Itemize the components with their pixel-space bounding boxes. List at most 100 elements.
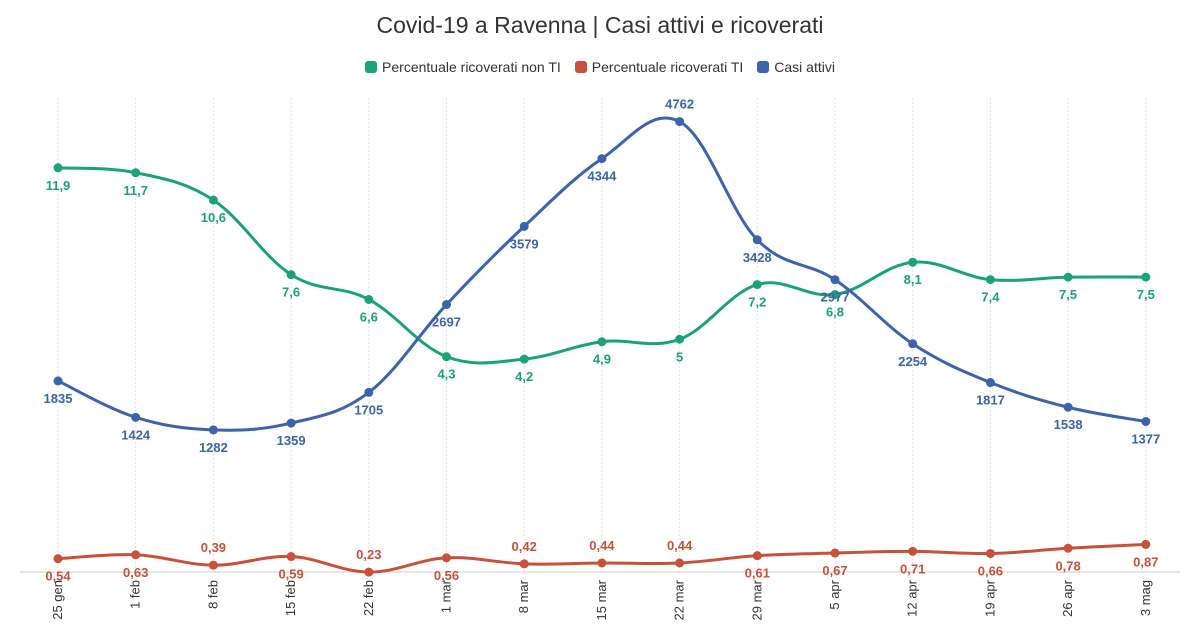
data-label: 0,71 [900,561,925,576]
data-point [286,270,296,280]
data-point [53,376,63,386]
legend-item-ti[interactable]: Percentuale ricoverati TI [574,59,744,75]
data-label: 4762 [665,97,694,112]
data-label: 1817 [976,393,1005,408]
data-label: 1835 [44,391,73,406]
x-tick-label: 26 apr [1060,579,1075,617]
data-point [1063,272,1073,282]
data-label: 0,42 [512,539,537,554]
x-tick-label: 1 mar [439,579,454,613]
legend-swatch-ti [574,61,587,73]
data-point [752,280,762,290]
x-tick-label: 15 feb [283,580,298,616]
data-label: 1359 [277,433,306,448]
legend-swatch-non-ti [365,61,378,73]
data-label: 4,9 [593,352,611,367]
x-tick-label: 19 apr [982,579,997,617]
data-label: 5 [676,349,683,364]
data-label: 4,2 [515,369,533,384]
data-point [1141,539,1151,549]
data-point [752,551,762,561]
data-point [675,558,685,568]
data-label: 0,63 [123,565,148,580]
data-label: 1424 [121,427,151,442]
data-label: 0,44 [589,538,615,553]
data-label: 0,59 [278,567,303,582]
series-line [56,116,1148,432]
data-point [442,553,451,563]
x-tick-label: 12 apr [905,579,920,617]
data-point [908,546,918,556]
data-point [1141,272,1151,282]
data-label: 0,61 [745,566,770,581]
data-point [752,235,762,245]
x-tick-label: 8 mar [516,579,531,613]
chart-legend: Percentuale ricoverati non TI Percentual… [0,59,1200,75]
x-tick-label: 1 feb [128,580,143,609]
x-tick-label: 5 apr [827,579,842,609]
data-point [1063,402,1073,412]
data-point [597,154,607,164]
data-point [442,352,451,362]
data-label: 0,39 [201,540,226,555]
x-tick-labels: 25 gen 1 feb 8 feb 15 feb 22 feb 1 mar 8 mar 15… [50,579,1153,620]
data-point [131,412,141,422]
data-point [675,334,685,344]
data-label: 11,7 [123,183,148,198]
data-label: 3579 [510,236,539,251]
data-point [908,339,918,349]
legend-label-non-ti: Percentuale ricoverati non TI [382,59,561,75]
data-label: 0,56 [434,568,459,583]
data-label: 0,54 [45,569,71,584]
data-label: 0,44 [667,538,693,553]
data-label: 0,66 [978,563,1003,578]
data-label: 6,8 [826,305,844,320]
data-point [519,354,529,364]
data-point [286,552,296,562]
data-point [53,163,63,173]
gridlines [57,98,1147,572]
data-label: 4344 [587,169,617,184]
data-point [597,337,607,347]
data-label: 7,2 [748,295,766,310]
legend-label-ti: Percentuale ricoverati TI [591,59,744,75]
data-point [1063,543,1073,553]
data-label: 10,6 [201,210,226,225]
data-label: 2977 [821,290,850,305]
data-point [131,550,141,560]
x-tick-label: 15 mar [594,579,609,620]
x-tick-label: 3 mag [1138,580,1153,616]
data-label: 1538 [1054,417,1083,432]
legend-item-non-ti[interactable]: Percentuale ricoverati non TI [365,59,561,75]
data-label: 0,87 [1133,554,1158,569]
data-label: 0,78 [1055,558,1080,573]
data-point [985,548,995,558]
chart-title: Covid-19 a Ravenna | Casi attivi e ricov… [376,12,824,38]
data-point [131,168,141,178]
data-label: 1282 [199,440,228,455]
data-point [208,195,218,205]
legend-label-casi-attivi: Casi attivi [774,59,835,75]
data-label: 7,5 [1059,287,1077,302]
data-point [830,275,840,285]
x-tick-label: 22 feb [361,580,376,616]
x-tick-label: 25 gen [50,580,65,620]
data-point [208,560,218,570]
data-label: 0,67 [822,563,847,578]
data-label: 1377 [1131,431,1160,446]
data-label: 2697 [432,315,461,330]
data-label: 7,5 [1137,287,1155,302]
data-label: 7,6 [282,285,300,300]
x-tick-label: 8 feb [205,580,220,609]
data-label: 1705 [354,402,383,417]
legend-item-casi-attivi[interactable]: Casi attivi [757,59,835,75]
data-point [908,257,918,267]
data-point [985,378,995,388]
data-point [364,387,374,397]
data-point [519,221,529,231]
data-point [519,559,529,569]
data-label: 7,4 [981,290,1000,305]
series-0: 11,9 11,7 10,6 7,6 6,6 4,3 4,2 4,9 5 7,2 6,8 8,1 7,4… [46,163,1155,384]
